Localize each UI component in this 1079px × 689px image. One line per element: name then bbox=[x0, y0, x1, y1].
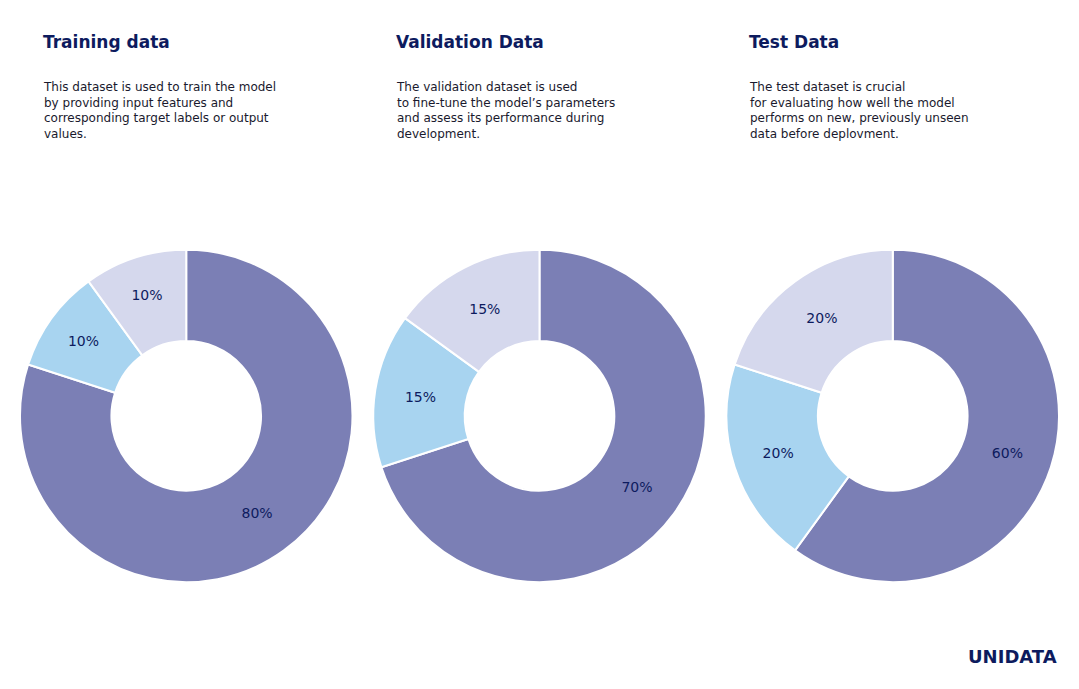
svg-text:10%: 10% bbox=[68, 333, 99, 349]
svg-text:15%: 15% bbox=[405, 389, 436, 405]
svg-text:UNIDATA: UNIDATA bbox=[968, 646, 1057, 667]
svg-text:20%: 20% bbox=[763, 445, 794, 461]
svg-text:Validation Data: Validation Data bbox=[396, 32, 544, 52]
svg-text:70%: 70% bbox=[621, 479, 652, 495]
svg-text:10%: 10% bbox=[131, 287, 162, 303]
svg-text:Training data: Training data bbox=[43, 32, 170, 52]
svg-text:20%: 20% bbox=[806, 310, 837, 326]
svg-text:15%: 15% bbox=[469, 301, 500, 317]
svg-text:The test dataset is crucialfor: The test dataset is crucialfor evaluatin… bbox=[749, 80, 969, 141]
svg-text:Test Data: Test Data bbox=[749, 32, 839, 52]
svg-text:This dataset is used to train: This dataset is used to train the modelb… bbox=[43, 80, 276, 141]
svg-text:The validation dataset is used: The validation dataset is usedto fine-tu… bbox=[396, 80, 615, 141]
svg-text:80%: 80% bbox=[242, 505, 273, 521]
svg-text:60%: 60% bbox=[992, 445, 1023, 461]
